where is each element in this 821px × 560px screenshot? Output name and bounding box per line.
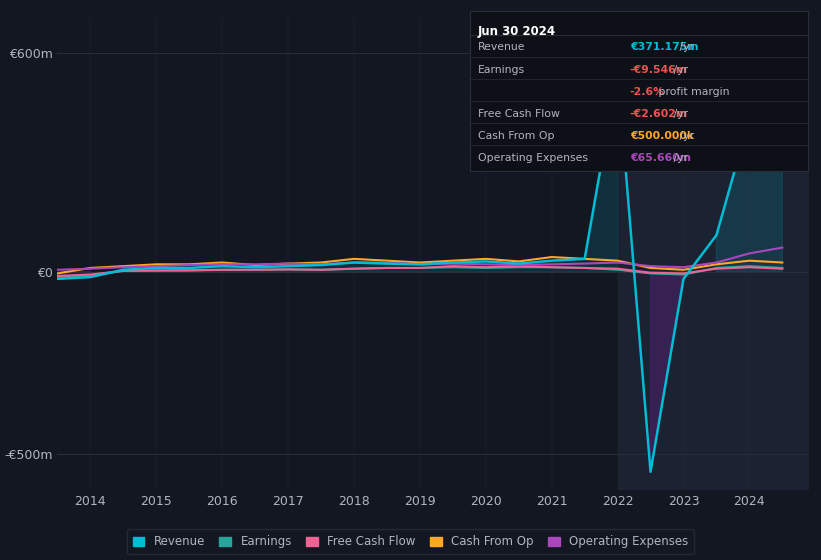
Bar [617,17,815,490]
Text: €65.660m: €65.660m [630,153,690,163]
Text: -€9.546m: -€9.546m [630,64,688,74]
Text: Free Cash Flow: Free Cash Flow [478,109,560,119]
Text: Earnings: Earnings [478,64,525,74]
Text: /yr: /yr [676,43,694,53]
Text: /yr: /yr [676,131,694,141]
Text: €500.000k: €500.000k [630,131,694,141]
Text: /yr: /yr [671,153,689,163]
Text: Revenue: Revenue [478,43,525,53]
Text: -€2.602m: -€2.602m [630,109,688,119]
Legend: Revenue, Earnings, Free Cash Flow, Cash From Op, Operating Expenses: Revenue, Earnings, Free Cash Flow, Cash … [126,529,695,554]
Text: Jun 30 2024: Jun 30 2024 [478,25,556,38]
Text: Cash From Op: Cash From Op [478,131,554,141]
Text: /yr: /yr [671,64,689,74]
Text: /yr: /yr [671,109,689,119]
Text: €371.175m: €371.175m [630,43,698,53]
Text: Operating Expenses: Operating Expenses [478,153,588,163]
Text: -2.6%: -2.6% [630,87,665,97]
Text: profit margin: profit margin [655,87,730,97]
